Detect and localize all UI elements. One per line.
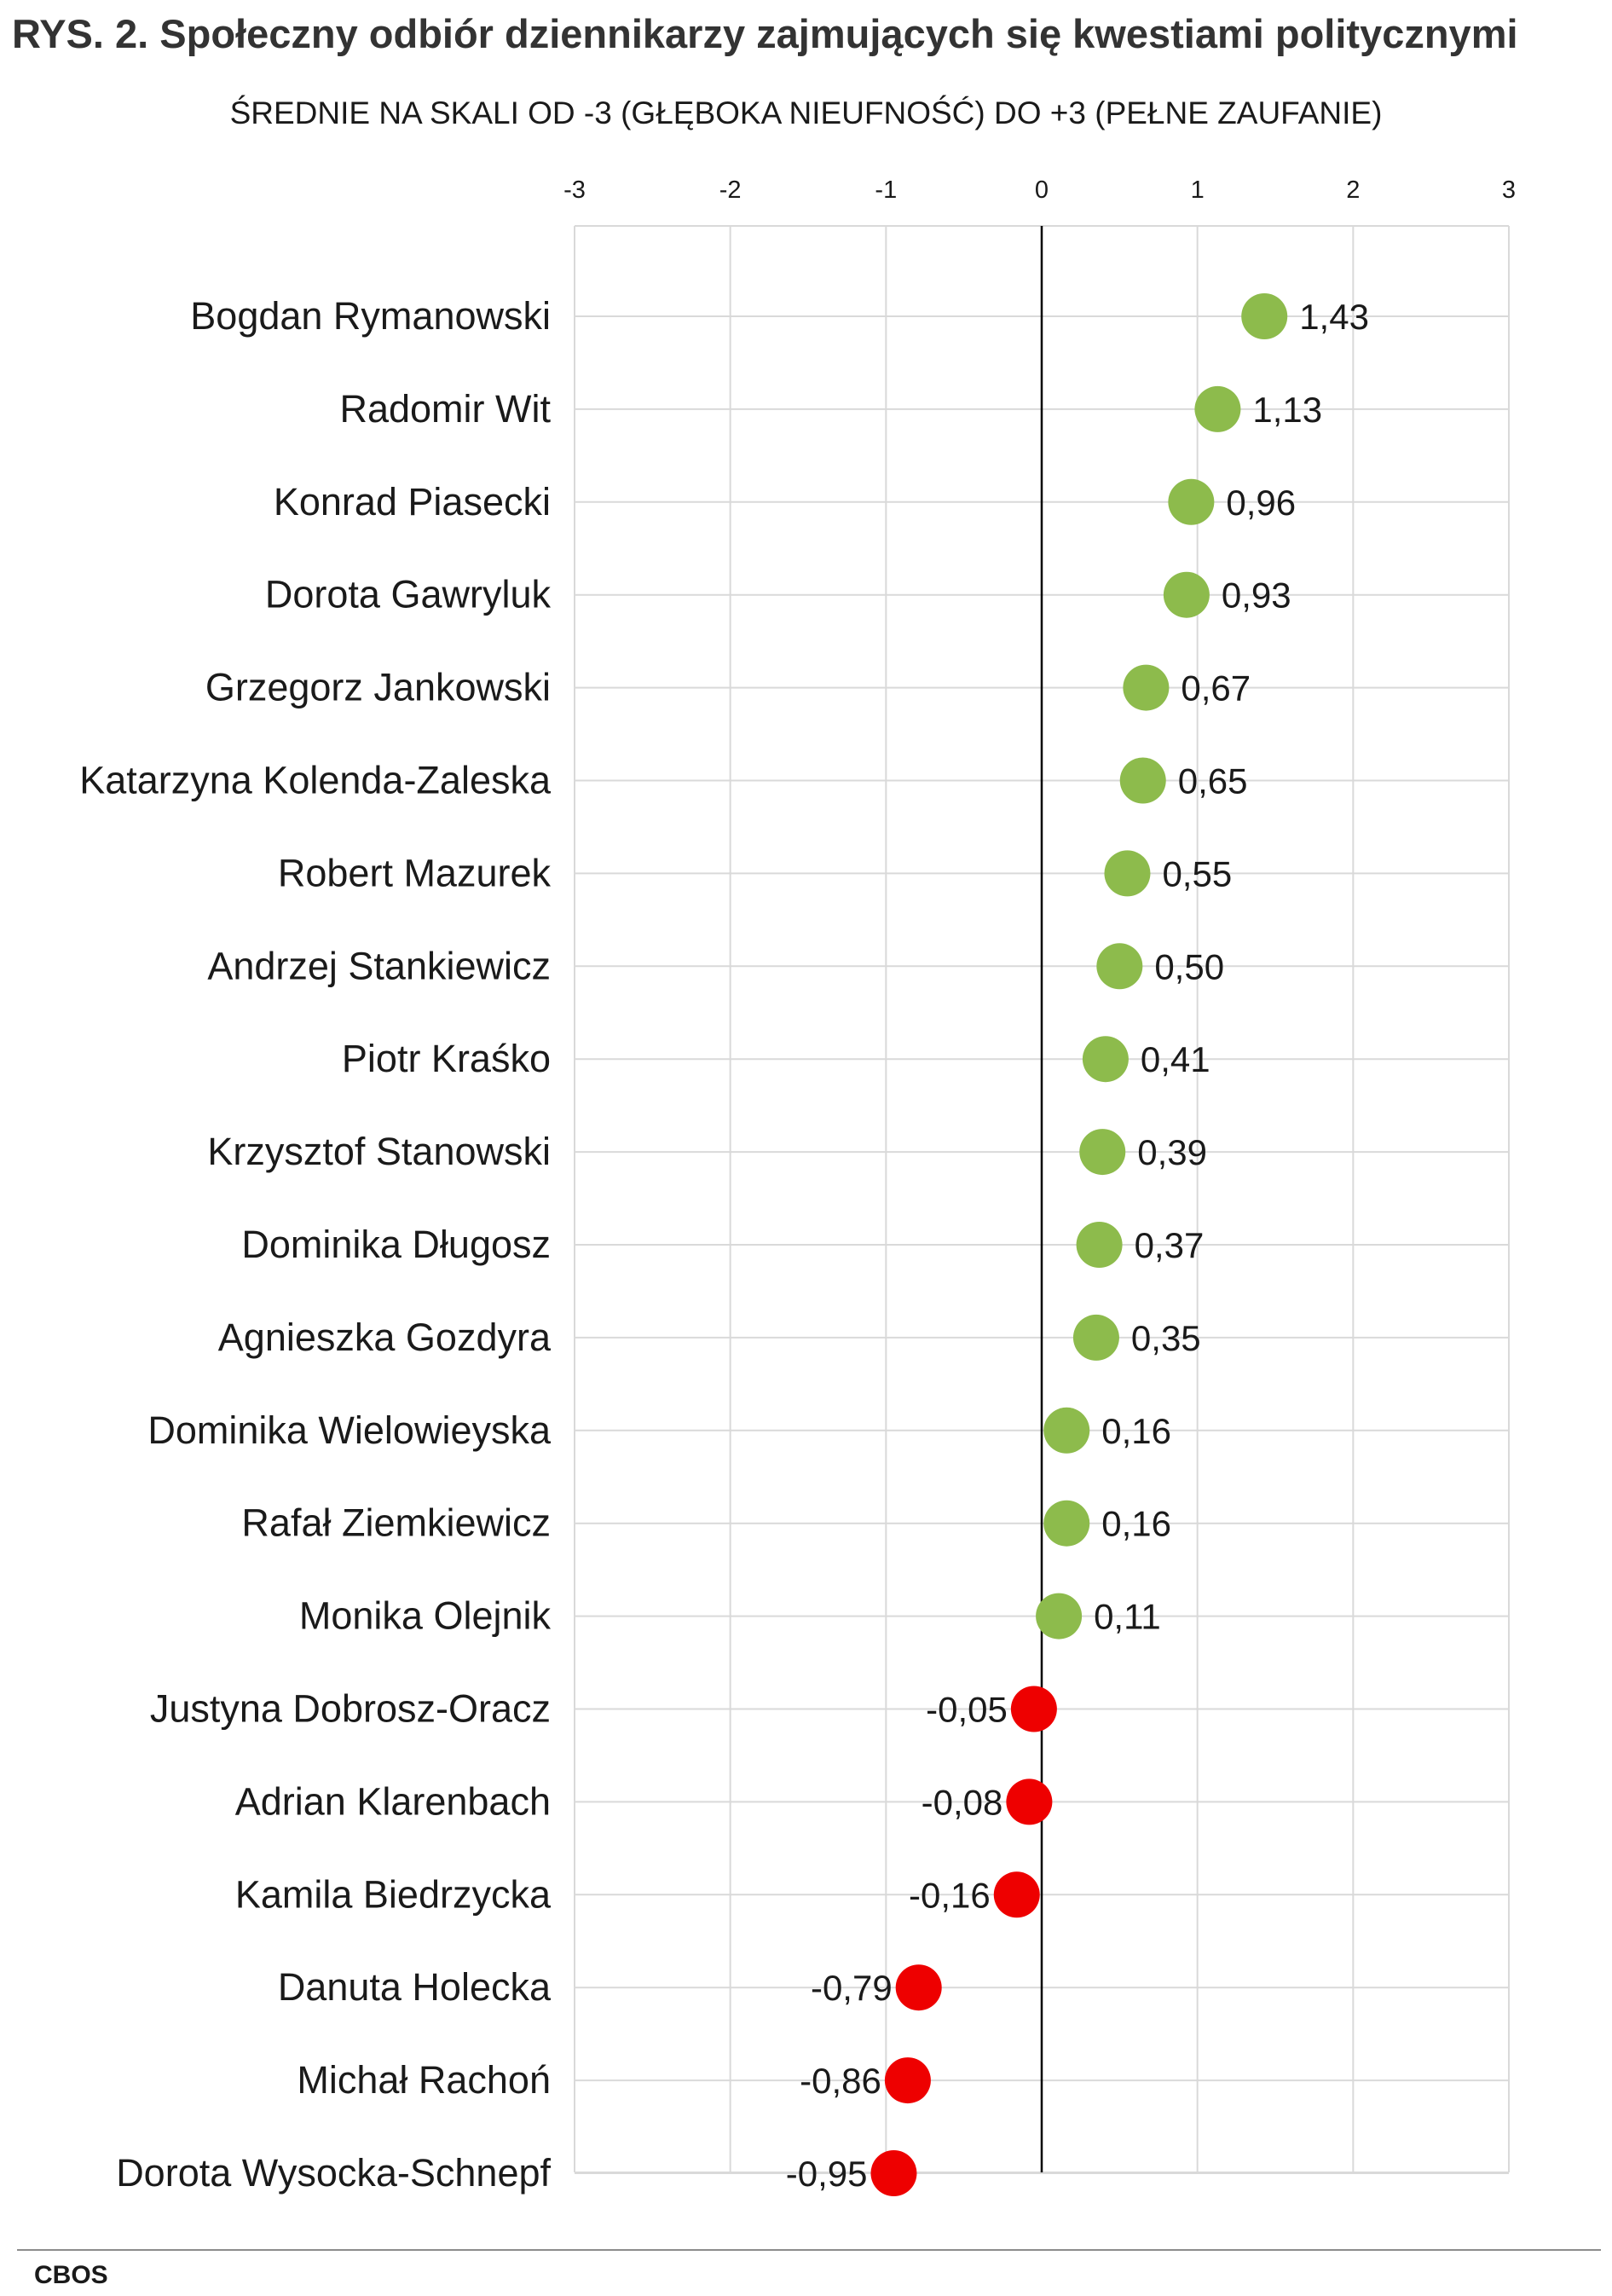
data-label: 0,50 bbox=[1154, 946, 1224, 986]
category-label: Krzysztof Stanowski bbox=[207, 1130, 551, 1173]
category-label: Piotr Kraśko bbox=[342, 1037, 551, 1080]
category-label: Konrad Piasecki bbox=[274, 480, 551, 523]
category-label: Kamila Biedrzycka bbox=[235, 1872, 552, 1916]
data-label: 0,39 bbox=[1137, 1132, 1207, 1172]
category-label: Monika Olejnik bbox=[299, 1594, 552, 1638]
category-label: Dorota Wysocka-Schnepf bbox=[116, 2151, 551, 2195]
data-point bbox=[1079, 1129, 1126, 1176]
category-label: Danuta Holecka bbox=[278, 1965, 552, 2009]
data-label: 0,16 bbox=[1101, 1411, 1171, 1451]
data-label: 0,65 bbox=[1178, 761, 1248, 801]
category-label: Dominika Wielowieyska bbox=[147, 1408, 552, 1452]
data-point bbox=[1043, 1500, 1090, 1547]
data-label: -0,05 bbox=[926, 1690, 1008, 1730]
footer-divider bbox=[17, 2249, 1601, 2251]
x-tick-label: -1 bbox=[875, 176, 897, 204]
category-label: Adrian Klarenbach bbox=[235, 1779, 551, 1823]
x-tick-label: 3 bbox=[1502, 176, 1516, 204]
x-tick-label: 0 bbox=[1035, 176, 1049, 204]
category-label: Justyna Dobrosz-Oracz bbox=[150, 1687, 551, 1731]
category-label: Radomir Wit bbox=[339, 387, 551, 431]
data-point bbox=[884, 2057, 931, 2104]
dot-plot-chart: -3 -2 -1 0 1 2 3 Bogdan Rymanowski 1,43 Radomir W… bbox=[79, 176, 1516, 2196]
category-label: Andrzej Stankiewicz bbox=[207, 944, 551, 987]
data-label: 0,37 bbox=[1135, 1225, 1205, 1265]
data-point bbox=[1072, 1314, 1119, 1361]
x-tick-label: -2 bbox=[719, 176, 742, 204]
data-point bbox=[1119, 757, 1166, 804]
data-point bbox=[1036, 1593, 1083, 1640]
data-label: -0,16 bbox=[909, 1875, 991, 1915]
data-label: 0,11 bbox=[1094, 1597, 1161, 1637]
data-label: 0,41 bbox=[1141, 1039, 1210, 1079]
data-point bbox=[993, 1871, 1040, 1918]
data-point bbox=[895, 1964, 942, 2011]
category-label: Rafał Ziemkiewicz bbox=[241, 1501, 551, 1545]
data-point bbox=[1241, 293, 1288, 339]
category-label: Robert Mazurek bbox=[278, 851, 552, 894]
data-label: 1,43 bbox=[1299, 297, 1369, 337]
data-label: 0,93 bbox=[1222, 575, 1291, 616]
data-label: 0,35 bbox=[1131, 1318, 1201, 1358]
data-point bbox=[1076, 1222, 1123, 1268]
category-label: Agnieszka Gozdyra bbox=[218, 1316, 552, 1359]
data-point bbox=[1104, 850, 1151, 897]
chart-title: RYS. 2. Społeczny odbiór dziennikarzy za… bbox=[12, 11, 1518, 56]
data-point bbox=[1163, 571, 1210, 618]
data-label: -0,86 bbox=[800, 2061, 881, 2101]
category-label: Bogdan Rymanowski bbox=[190, 294, 551, 338]
data-point bbox=[1043, 1407, 1090, 1454]
data-label: -0,79 bbox=[811, 1968, 893, 2008]
source-label: CBOS bbox=[34, 2261, 108, 2289]
category-label: Dominika Długosz bbox=[241, 1223, 551, 1266]
category-label: Dorota Gawryluk bbox=[265, 573, 552, 616]
chart-subtitle: ŚREDNIE NA SKALI OD -3 (GŁĘBOKA NIEUFNOŚ… bbox=[229, 95, 1383, 130]
data-point bbox=[1010, 1686, 1057, 1732]
x-tick-label: 2 bbox=[1346, 176, 1360, 204]
x-tick-label: 1 bbox=[1191, 176, 1205, 204]
data-point bbox=[1096, 943, 1143, 990]
data-point bbox=[1168, 478, 1215, 525]
category-label: Katarzyna Kolenda-Zaleska bbox=[79, 759, 552, 802]
data-label: -0,95 bbox=[786, 2154, 868, 2194]
category-label: Michał Rachoń bbox=[297, 2058, 551, 2102]
data-label: -0,08 bbox=[922, 1782, 1003, 1822]
category-label: Grzegorz Jankowski bbox=[205, 666, 551, 709]
data-label: 0,67 bbox=[1181, 668, 1251, 708]
data-label: 1,13 bbox=[1252, 390, 1322, 430]
data-label: 0,96 bbox=[1226, 483, 1296, 523]
data-label: 0,55 bbox=[1162, 853, 1232, 894]
data-point bbox=[1194, 385, 1241, 432]
x-tick-label: -3 bbox=[563, 176, 586, 204]
data-label: 0,16 bbox=[1101, 1504, 1171, 1544]
data-point bbox=[1123, 664, 1170, 711]
data-point bbox=[1082, 1036, 1129, 1083]
data-point bbox=[1006, 1778, 1053, 1825]
data-point bbox=[870, 2150, 917, 2196]
